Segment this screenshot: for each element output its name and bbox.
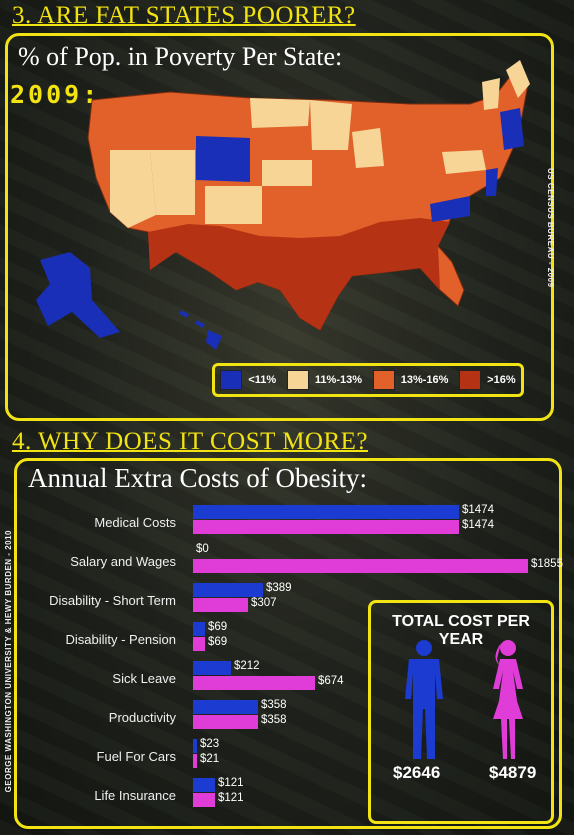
male-bar (193, 661, 231, 675)
value-label: $674 (318, 675, 344, 687)
value-label: $358 (261, 699, 287, 711)
male-bar (193, 739, 197, 753)
female-bar (193, 559, 528, 573)
legend-swatch (220, 370, 243, 390)
category-label: Sick Leave (112, 671, 176, 686)
value-label: $121 (218, 777, 244, 789)
value-label: $389 (266, 582, 292, 594)
value-label: $23 (200, 738, 220, 750)
value-label: $21 (200, 753, 220, 765)
poverty-title: % of Pop. in Poverty Per State: (18, 42, 343, 71)
section3-header: 3. ARE FAT STATES POORER? (12, 2, 356, 29)
us-poverty-map (36, 60, 530, 350)
section4-header: 4. WHY DOES IT COST MORE? (12, 428, 369, 455)
gwu-source: GEORGE WASHINGTON UNIVERSITY & HEWY BURD… (4, 530, 13, 793)
male-bar (193, 778, 215, 792)
female-bar (193, 754, 197, 768)
female-bar (193, 637, 205, 651)
category-label: Disability - Short Term (49, 593, 176, 608)
legend-label: 13%-16% (400, 374, 449, 386)
male-total: $2646 (393, 763, 441, 782)
poverty-map-panel (5, 33, 554, 421)
legend-swatch (286, 370, 309, 390)
female-bar (193, 520, 459, 534)
category-label: Life Insurance (94, 788, 176, 803)
value-label: $1474 (462, 519, 494, 531)
year-label: 2009: (10, 80, 101, 109)
value-label: $1474 (462, 504, 494, 516)
category-label: Fuel For Cars (96, 749, 176, 764)
female-bar (193, 676, 315, 690)
map-legend: <11% 11%-13% 13%-16% >16% (212, 363, 524, 397)
female-total: $4879 (489, 763, 537, 782)
category-label: Salary and Wages (70, 554, 176, 569)
legend-label: 11%-13% (314, 374, 363, 386)
total-cost-box: TOTAL COST PER YEAR $2646 $4879 (368, 600, 554, 824)
legend-swatch (459, 370, 482, 390)
value-label: $69 (208, 636, 228, 648)
category-label: Medical Costs (94, 515, 176, 530)
legend-item: <11% (220, 370, 276, 390)
value-label: $212 (234, 660, 260, 672)
female-bar (193, 793, 215, 807)
value-label: $121 (218, 792, 244, 804)
legend-label: >16% (487, 374, 516, 386)
category-label: Disability - Pension (65, 632, 176, 647)
legend-label: <11% (248, 374, 277, 386)
value-label: $69 (208, 621, 228, 633)
legend-item: 13%-16% (372, 370, 449, 390)
value-label: $1855 (531, 558, 563, 570)
male-bar (193, 700, 258, 714)
category-label: Productivity (108, 710, 176, 725)
total-cost-title: TOTAL COST PER YEAR (392, 613, 530, 648)
male-figure-icon (405, 640, 443, 759)
female-figure-icon (493, 640, 523, 759)
cost-chart-title: Annual Extra Costs of Obesity: (28, 463, 367, 493)
value-label: $0 (196, 543, 209, 555)
legend-item: 11%-13% (286, 370, 363, 390)
census-source: US CENSUS BUREAU - 2009 (546, 168, 555, 288)
female-bar (193, 598, 248, 612)
male-bar (193, 583, 263, 597)
legend-swatch (372, 370, 395, 390)
cost-chart-panel (14, 458, 562, 829)
female-bar (193, 715, 258, 729)
legend-item: >16% (459, 370, 516, 390)
value-label: $307 (251, 597, 277, 609)
value-label: $358 (261, 714, 287, 726)
male-bar (193, 505, 459, 519)
male-bar (193, 622, 205, 636)
